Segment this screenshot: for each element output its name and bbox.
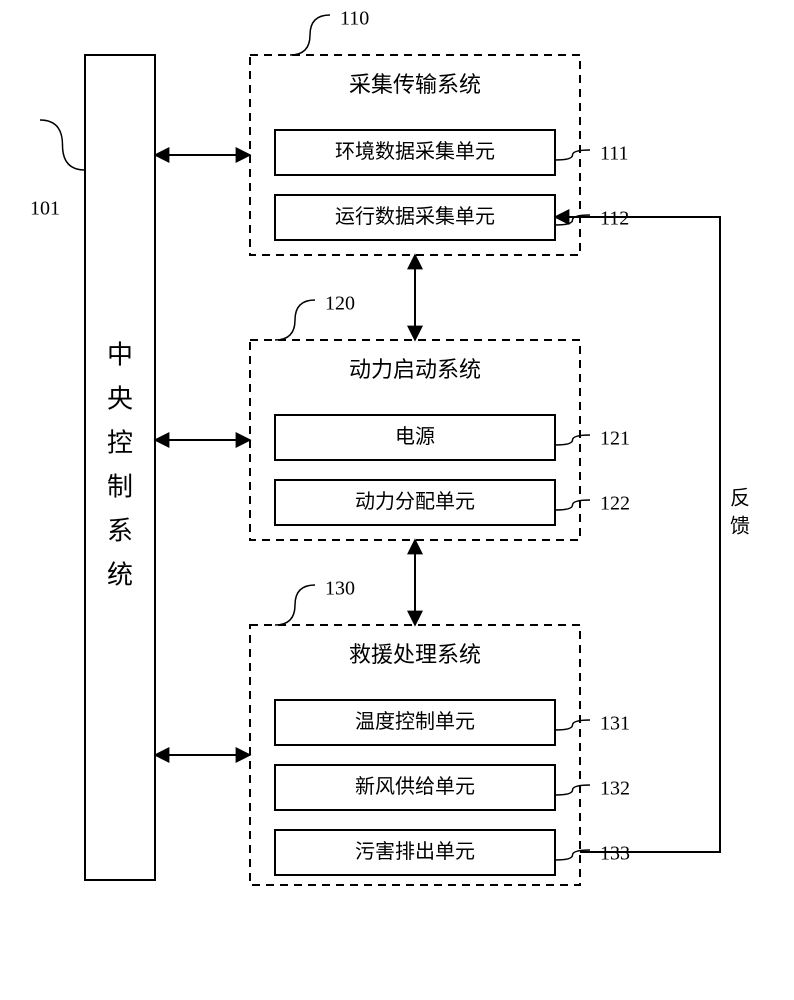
leader-line-131 bbox=[555, 720, 590, 730]
unit-label-132: 新风供给单元 bbox=[355, 775, 475, 798]
number-label-132: 132 bbox=[600, 778, 630, 800]
unit-label-112: 运行数据采集单元 bbox=[335, 205, 495, 228]
unit-label-131: 温度控制单元 bbox=[355, 710, 475, 733]
number-label-131: 131 bbox=[600, 713, 630, 735]
number-label-133: 133 bbox=[600, 843, 630, 865]
central-label-char: 中 bbox=[107, 340, 133, 369]
number-label-112: 112 bbox=[600, 208, 629, 230]
number-label-121: 121 bbox=[600, 428, 630, 450]
unit-label-133: 污害排出单元 bbox=[355, 840, 475, 863]
leader-line-121 bbox=[555, 435, 590, 445]
central-label-char: 控 bbox=[107, 428, 133, 457]
number-label-122: 122 bbox=[600, 493, 630, 515]
leader-line-132 bbox=[555, 785, 590, 795]
number-label-130: 130 bbox=[325, 578, 355, 600]
leader-line-130 bbox=[275, 585, 315, 625]
central-label-char: 央 bbox=[107, 384, 133, 413]
leader-line-122 bbox=[555, 500, 590, 510]
number-label-120: 120 bbox=[325, 293, 355, 315]
leader-line-111 bbox=[555, 150, 590, 160]
system-diagram: 中央控制系统 采集传输系统环境数据采集单元运行数据采集单元动力启动系统电源动力分配… bbox=[0, 0, 794, 1000]
leader-line-101 bbox=[40, 120, 85, 170]
system-title-110: 采集传输系统 bbox=[349, 72, 481, 97]
unit-label-122: 动力分配单元 bbox=[355, 490, 475, 513]
number-label-110: 110 bbox=[340, 8, 369, 30]
leader-line-120 bbox=[275, 300, 315, 340]
number-label-101: 101 bbox=[30, 198, 60, 220]
unit-label-111: 环境数据采集单元 bbox=[335, 140, 495, 163]
central-label-char: 统 bbox=[107, 560, 133, 589]
system-title-120: 动力启动系统 bbox=[349, 357, 481, 382]
leader-line-110 bbox=[290, 15, 330, 55]
central-label-char: 系 bbox=[107, 516, 133, 545]
central-control-box bbox=[85, 55, 155, 880]
system-title-130: 救援处理系统 bbox=[349, 642, 481, 667]
feedback-label-char: 反 bbox=[730, 487, 750, 510]
central-label-char: 制 bbox=[107, 472, 133, 501]
number-label-111: 111 bbox=[600, 143, 629, 165]
unit-label-121: 电源 bbox=[395, 425, 435, 448]
feedback-label-char: 馈 bbox=[730, 515, 750, 538]
